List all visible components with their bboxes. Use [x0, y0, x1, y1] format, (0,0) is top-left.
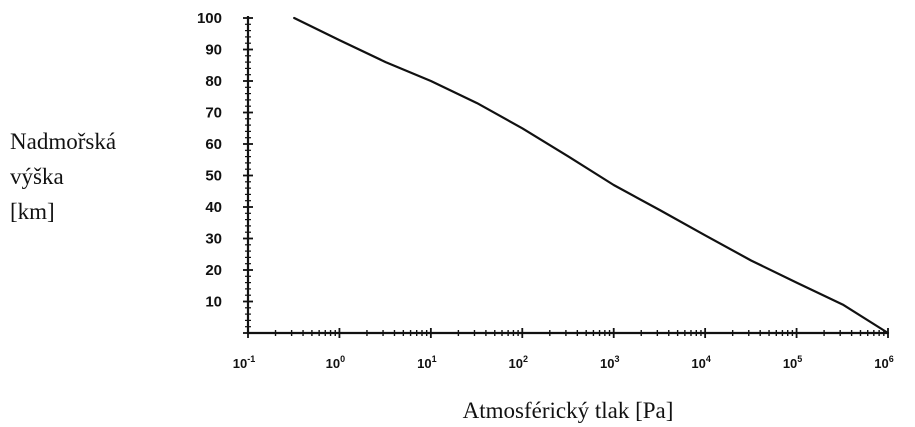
y-tick-label: 90 [205, 42, 222, 59]
y-tick-label: 70 [205, 105, 222, 122]
y-tick-label: 20 [205, 262, 222, 279]
x-axis-ticks: 10-1 100 101 102 103 104 105 106 [233, 328, 894, 371]
y-tick-label: 10 [205, 294, 222, 311]
x-tick-label: 100 [326, 354, 345, 371]
x-axis-label: Atmosférický tlak [Pa] [463, 398, 674, 423]
y-axis-label-line: výška [10, 164, 64, 189]
series-group [293, 16, 890, 335]
y-tick-label: 50 [205, 168, 222, 185]
x-tick-label: 102 [509, 354, 528, 371]
x-tick-label: 106 [874, 354, 893, 371]
y-tick-label: 30 [205, 231, 222, 248]
axes [246, 16, 888, 335]
y-tick-label: 100 [197, 10, 222, 27]
x-tick-label: 101 [417, 354, 436, 371]
y-tick-label: 80 [205, 73, 222, 90]
x-tick-label: 10-1 [233, 354, 255, 371]
y-axis-label-line: [km] [10, 199, 55, 224]
y-axis-label: Nadmořská výška [km] [10, 129, 116, 224]
x-tick-label: 103 [600, 354, 619, 371]
y-tick-label: 40 [205, 199, 222, 216]
y-axis-label-line: Nadmořská [10, 129, 116, 154]
y-tick-label: 60 [205, 136, 222, 153]
series-line [293, 16, 890, 335]
x-tick-label: 104 [691, 354, 710, 371]
x-tick-label: 105 [783, 354, 802, 371]
y-axis-ticks: 10 20 30 40 50 60 70 80 90 100 [197, 10, 253, 334]
